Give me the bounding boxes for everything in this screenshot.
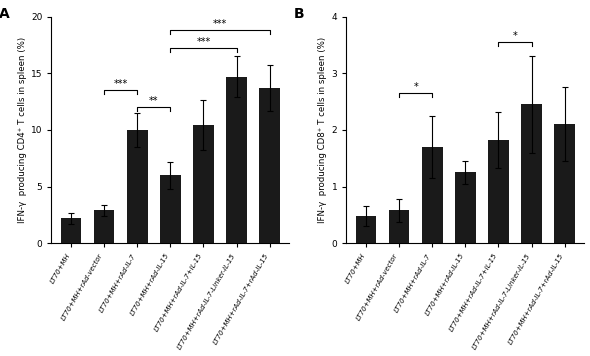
Bar	[389, 210, 409, 243]
Bar	[356, 216, 376, 243]
Bar	[488, 140, 509, 243]
Bar	[94, 210, 114, 243]
Bar	[260, 88, 280, 243]
Text: ***: ***	[213, 19, 227, 29]
Bar	[521, 104, 542, 243]
Bar	[422, 147, 442, 243]
Y-axis label: IFN-γ  producing CD8⁺ T cells in spleen (%): IFN-γ producing CD8⁺ T cells in spleen (…	[319, 37, 327, 223]
Bar	[127, 130, 148, 243]
Y-axis label: IFN-γ  producing CD4⁺ T cells in spleen (%): IFN-γ producing CD4⁺ T cells in spleen (…	[18, 37, 27, 223]
Bar	[160, 175, 181, 243]
Bar	[61, 218, 81, 243]
Bar	[226, 77, 247, 243]
Text: *: *	[414, 82, 418, 92]
Bar	[455, 172, 476, 243]
Text: ***: ***	[196, 37, 211, 47]
Text: *: *	[513, 31, 517, 41]
Bar	[555, 124, 575, 243]
Text: B: B	[294, 7, 304, 21]
Text: A: A	[0, 7, 9, 21]
Text: **: **	[149, 96, 159, 106]
Bar	[193, 125, 214, 243]
Text: ***: ***	[114, 79, 128, 89]
